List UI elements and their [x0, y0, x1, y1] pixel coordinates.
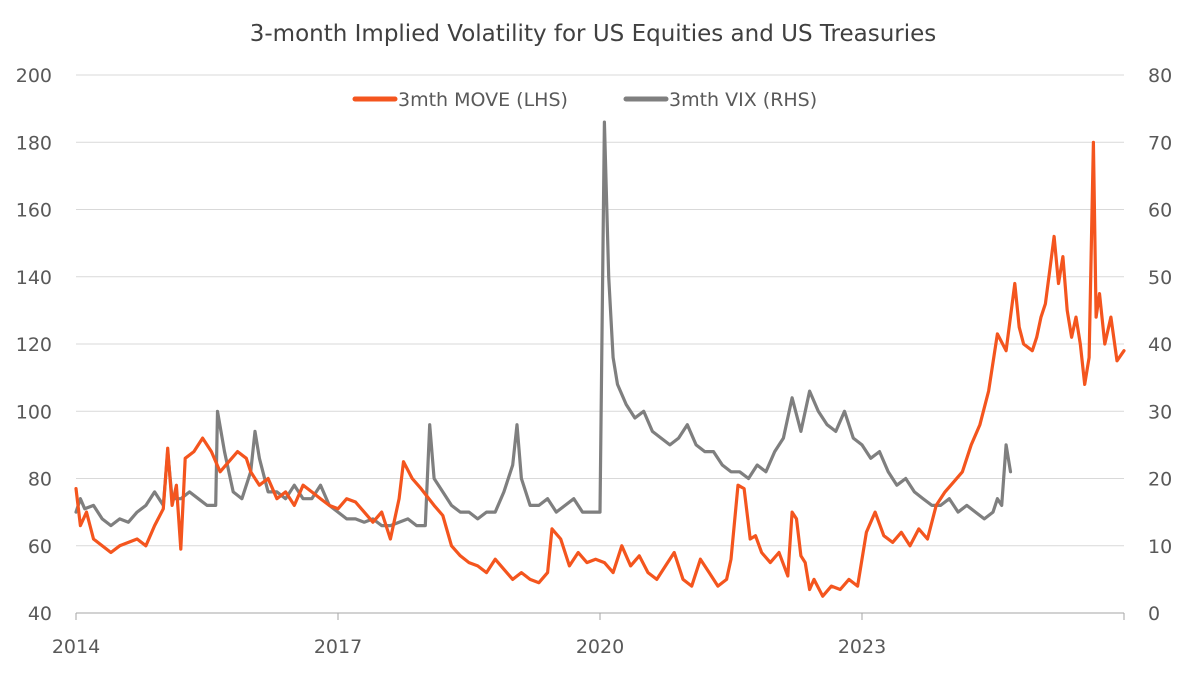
right-tick-label: 10: [1148, 536, 1172, 558]
right-tick-label: 20: [1148, 469, 1172, 491]
left-tick-label: 40: [28, 603, 52, 625]
right-tick-label: 60: [1148, 200, 1172, 222]
right-tick-label: 0: [1148, 603, 1160, 625]
legend: 3mth MOVE (LHS) 3mth VIX (RHS): [352, 89, 817, 111]
chart-title: 3-month Implied Volatility for US Equiti…: [250, 21, 937, 47]
left-tick-label: 120: [16, 334, 52, 356]
right-tick-label: 70: [1148, 132, 1172, 154]
left-tick-label: 200: [16, 65, 52, 87]
x-tick-label: 2014: [52, 636, 100, 658]
left-tick-label: 60: [28, 536, 52, 558]
x-tick-label: 2020: [576, 636, 624, 658]
x-tick-label: 2023: [838, 636, 886, 658]
series-line-move: [74, 140, 1126, 598]
legend-label: 3mth MOVE (LHS): [398, 89, 568, 111]
left-tick-label: 180: [16, 132, 52, 154]
right-tick-label: 50: [1148, 267, 1172, 289]
gridlines: [76, 74, 1124, 614]
left-axis-ticks: 40 60 80 100 120 140 160 180 200: [16, 65, 52, 625]
series-line-vix: [74, 120, 1013, 528]
left-tick-label: 100: [16, 401, 52, 423]
right-tick-label: 80: [1148, 65, 1172, 87]
right-axis-ticks: 0 10 20 30 40 50 60 70 80: [1148, 65, 1172, 625]
left-tick-label: 140: [16, 267, 52, 289]
right-tick-label: 40: [1148, 334, 1172, 356]
series-lines: [74, 120, 1126, 598]
x-axis-ticks: 2014 2017 2020 2023: [52, 613, 1125, 658]
left-tick-label: 160: [16, 200, 52, 222]
legend-label: 3mth VIX (RHS): [669, 89, 817, 111]
right-tick-label: 30: [1148, 401, 1172, 423]
x-tick-label: 2017: [314, 636, 362, 658]
left-tick-label: 80: [28, 469, 52, 491]
